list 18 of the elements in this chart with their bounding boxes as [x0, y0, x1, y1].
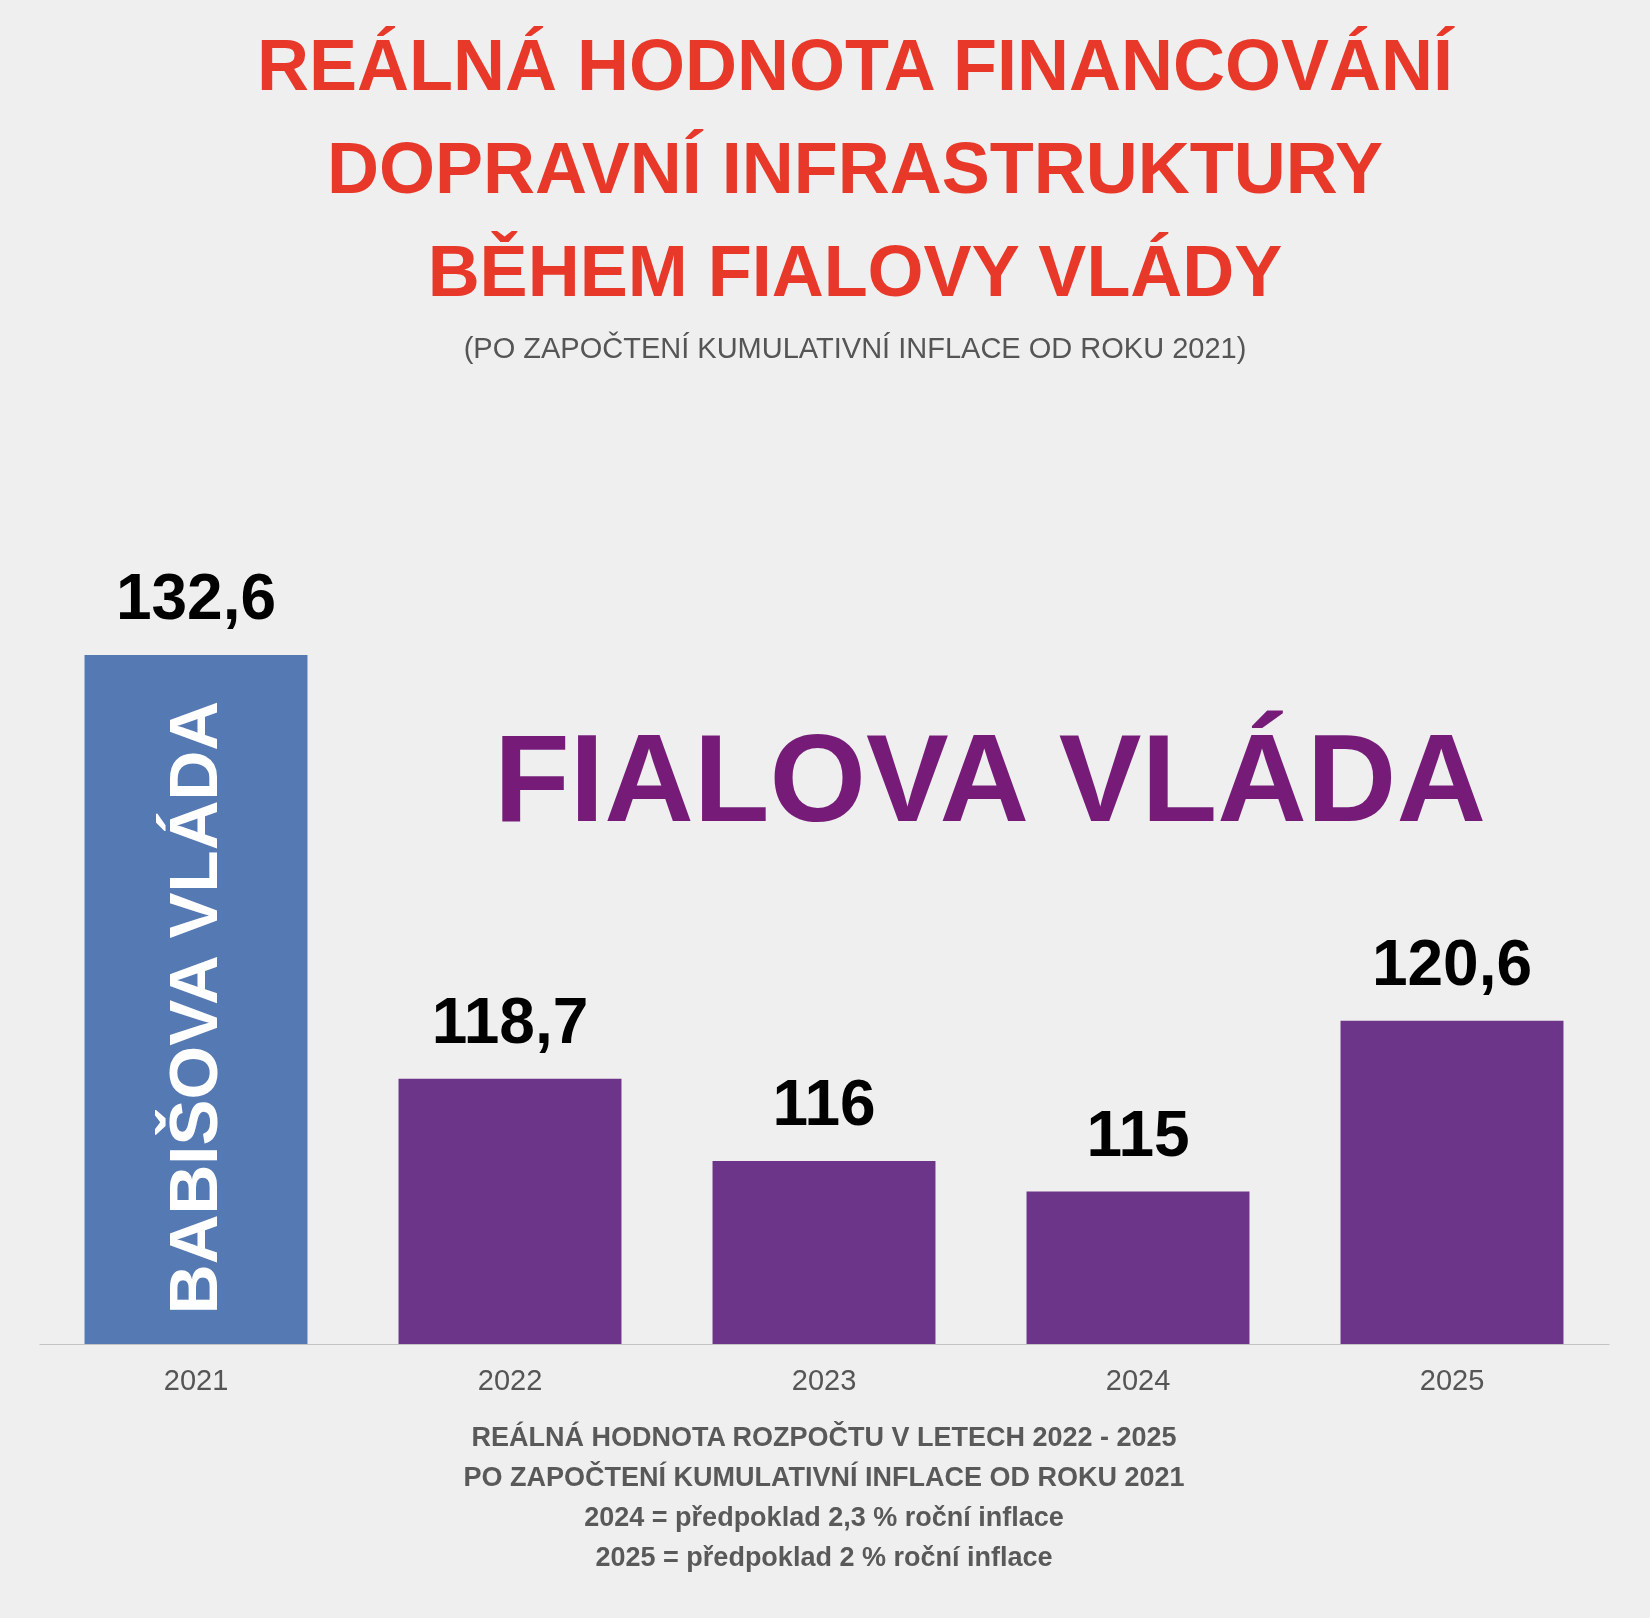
x-tick-label: 2022 — [477, 1363, 543, 1396]
annotation: BABIŠOVA VLÁDA — [155, 700, 232, 1315]
data-label: 118,7 — [431, 984, 589, 1057]
chart-title: REÁLNÁ HODNOTA FINANCOVÁNÍ DOPRAVNÍ INFRASTRUKTURY BĚHEM FIALOVY VLÁDY — [257, 25, 1455, 311]
text: REÁLNÁ HODNOTA ROZPOČTU V LETECH 2022 - 2025 — [471, 1421, 1177, 1452]
x-tick-label: 2025 — [1419, 1363, 1485, 1396]
data-label: 116 — [772, 1067, 876, 1140]
data-label: 115 — [1086, 1097, 1190, 1170]
text: 2025 = předpoklad 2 % roční inflace — [595, 1542, 1053, 1572]
data-label: 132,6 — [115, 561, 277, 633]
text: PO ZAPOČTENÍ KUMULATIVNÍ INFLACE OD ROKU 2021 — [463, 1461, 1185, 1492]
x-tick-label: 2024 — [1105, 1363, 1171, 1396]
data-label: 120,6 — [1371, 926, 1533, 999]
annotation: FIALOVA VLÁDA — [494, 709, 1486, 847]
text: 2024 = předpoklad 2,3 % roční inflace — [584, 1502, 1064, 1532]
chart-subtitle: (PO ZAPOČTENÍ KUMULATIVNÍ INFLACE OD ROKU 2021) — [463, 331, 1247, 364]
x-tick-label: 2023 — [791, 1363, 857, 1396]
x-tick-label: 2021 — [163, 1363, 229, 1396]
